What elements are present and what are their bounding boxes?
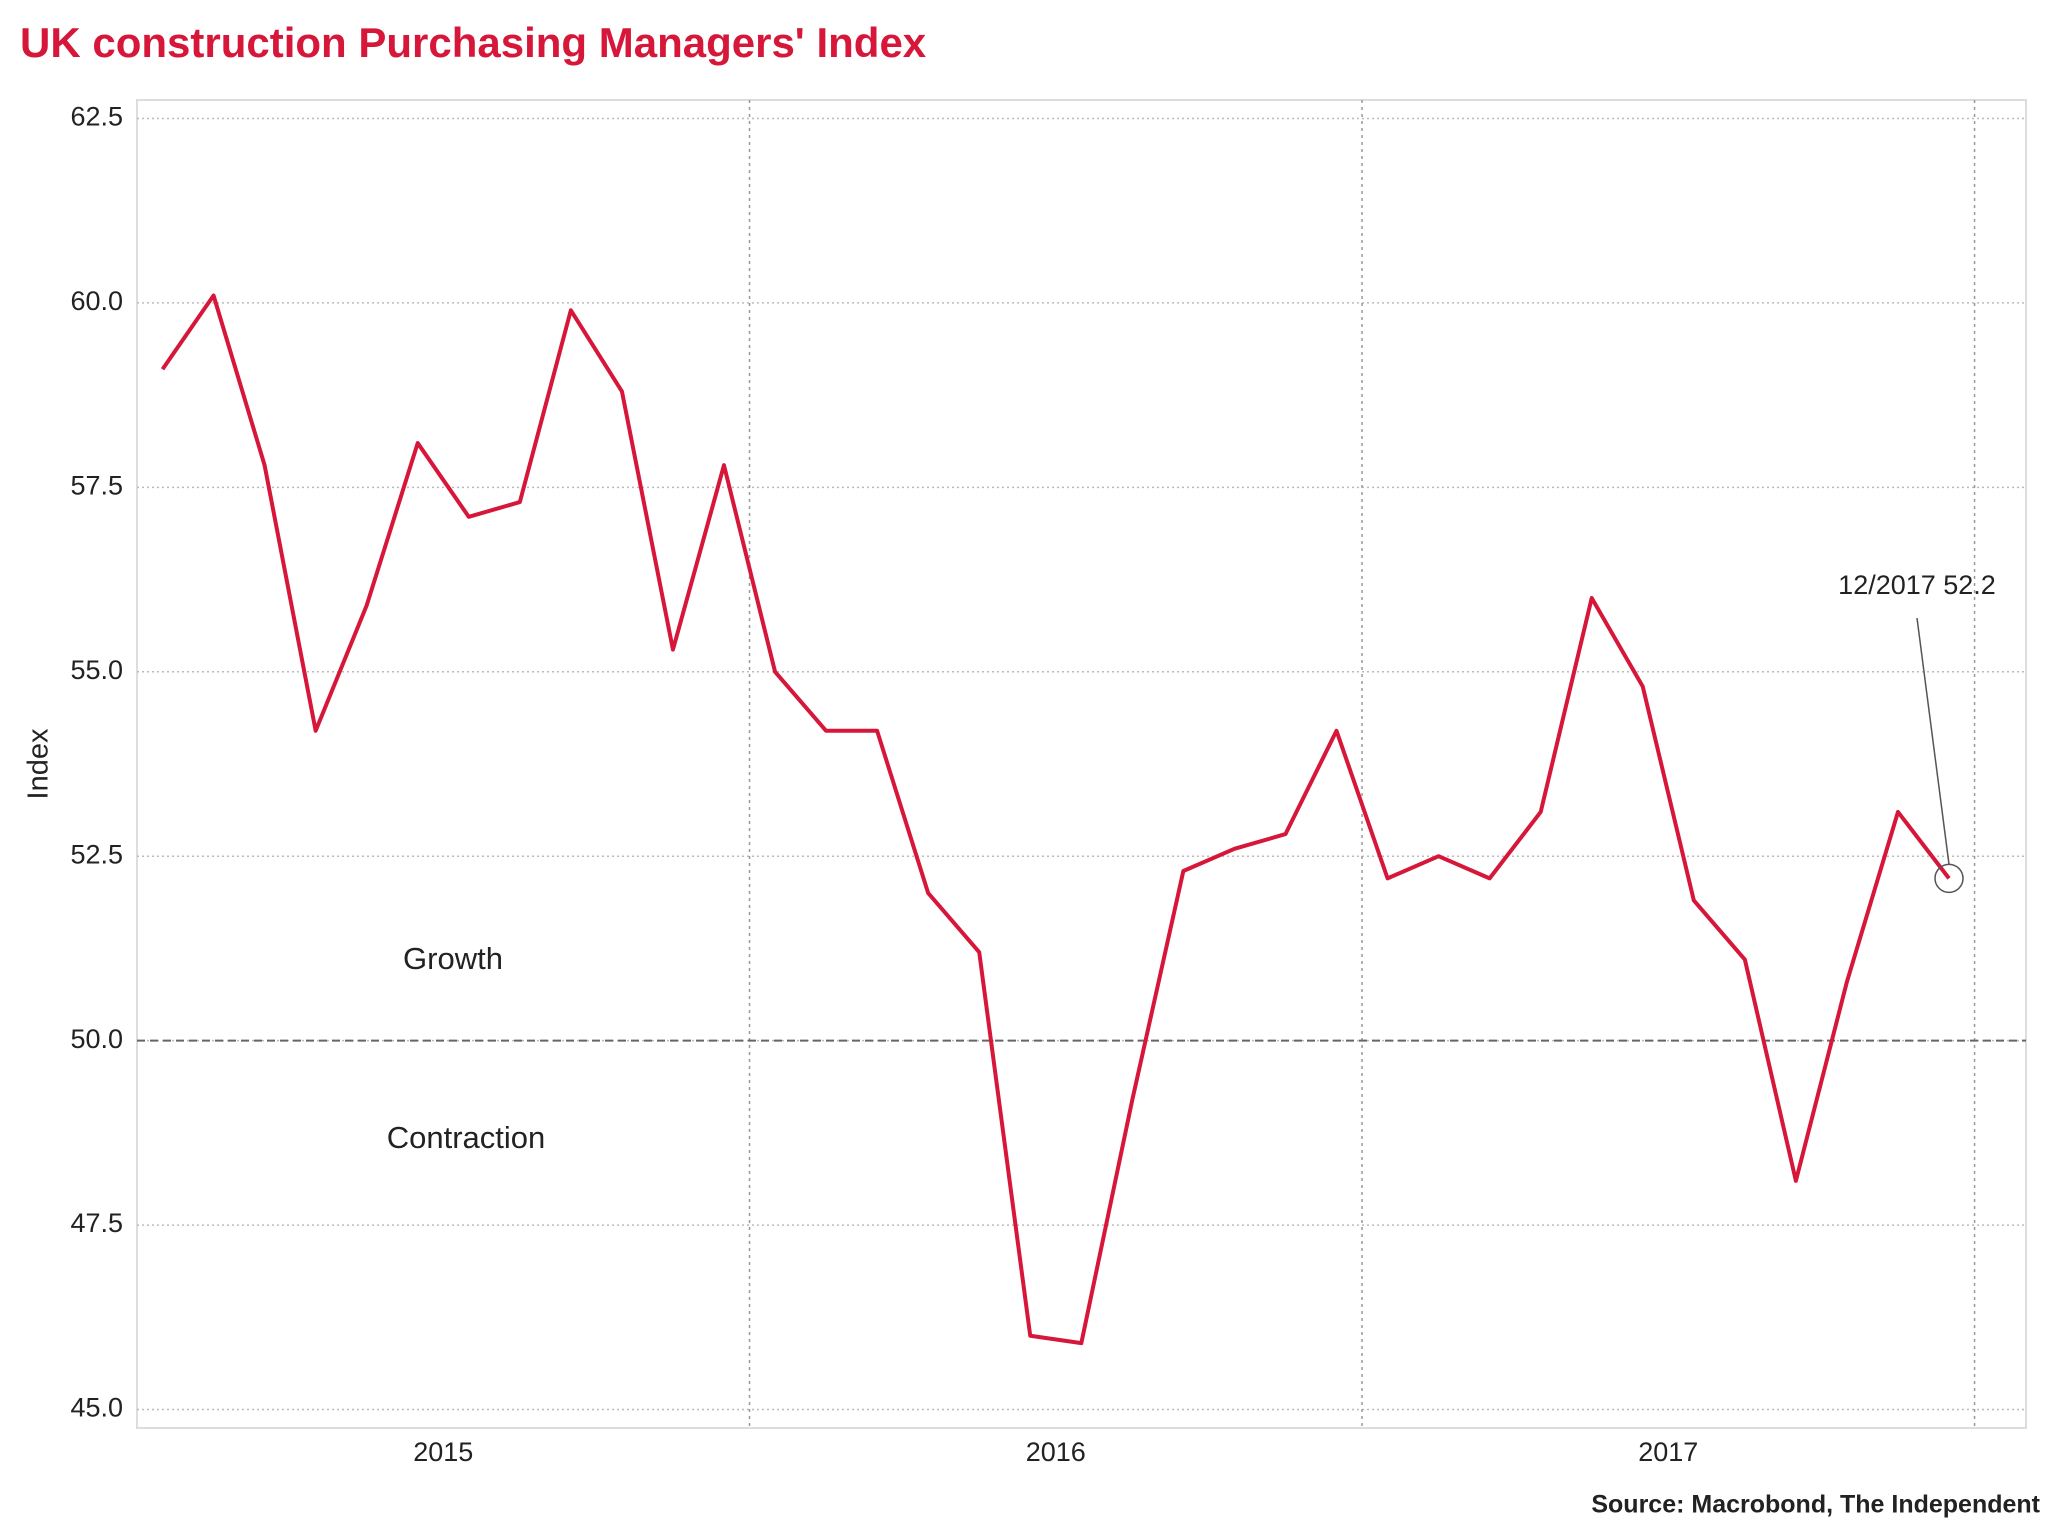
y-tick-label: 47.5 <box>70 1208 123 1238</box>
leader-line <box>1916 617 1950 865</box>
region-label: Growth <box>403 941 503 976</box>
y-tick-label: 60.0 <box>70 286 123 316</box>
y-tick-label: 45.0 <box>70 1393 123 1423</box>
annotation: 12/2017 52.2 <box>1838 570 1996 600</box>
y-tick-label: 62.5 <box>70 102 123 132</box>
plot-area <box>136 99 2027 1429</box>
region-label: Contraction <box>387 1120 546 1155</box>
y-tick-label: 50.0 <box>70 1024 123 1054</box>
x-tick-label: 2017 <box>1638 1437 1698 1467</box>
y-tick-label: 52.5 <box>70 839 123 869</box>
x-tick-label: 2016 <box>1026 1437 1086 1467</box>
y-tick-label: 55.0 <box>70 655 123 685</box>
chart-title: UK construction Purchasing Managers' Ind… <box>20 19 927 66</box>
y-tick-label: 57.5 <box>70 470 123 500</box>
source: Source: Macrobond, The Independent <box>1591 1491 2040 1519</box>
y-axis-label: Index <box>23 728 55 799</box>
data-line <box>160 293 1951 1346</box>
highlight-marker <box>1934 863 1964 894</box>
x-tick-label: 2015 <box>413 1437 473 1467</box>
